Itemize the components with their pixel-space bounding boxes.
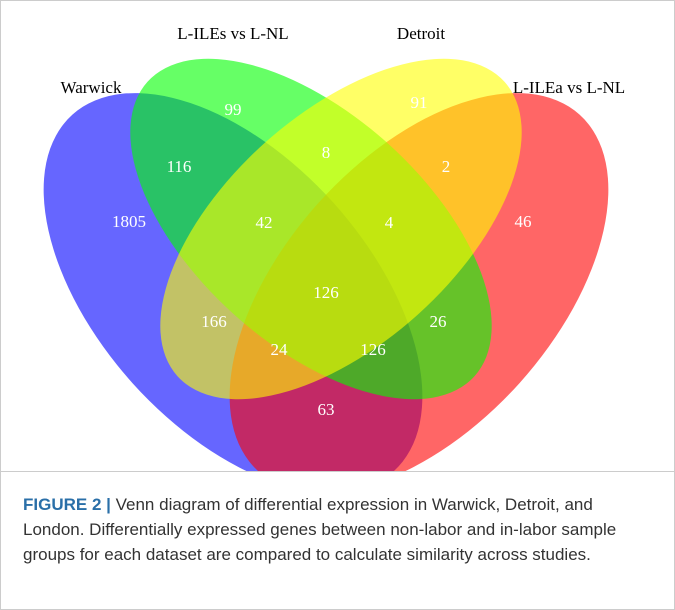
set-ellipse [160, 58, 522, 400]
region-count: 2 [442, 157, 451, 176]
region-count: 126 [313, 283, 339, 302]
region-count: 1805 [112, 212, 146, 231]
region-count: 91 [411, 93, 428, 112]
caption-lead: FIGURE 2 | [23, 495, 111, 514]
caption-text: Venn diagram of differential expression … [23, 495, 617, 564]
region-count: 24 [271, 340, 289, 359]
region-count: 8 [322, 143, 331, 162]
region-count: 166 [201, 312, 227, 331]
region-count: 46 [515, 212, 532, 231]
region-count: 42 [256, 213, 273, 232]
set-label: Warwick [61, 78, 122, 97]
region-count: 126 [360, 340, 386, 359]
set-label: L-ILEa vs L-NL [513, 78, 625, 97]
region-count: 4 [385, 213, 394, 232]
region-count: 99 [225, 100, 242, 119]
set-label: L-ILEs vs L-NL [177, 24, 288, 43]
venn: Warwick L-ILEs vs L-NL Detroit L-ILEa vs… [43, 24, 625, 493]
region-count: 116 [167, 157, 192, 176]
set-shapes [43, 58, 609, 493]
set-label: Detroit [397, 24, 445, 43]
region-count: 63 [318, 400, 335, 419]
region-count: 26 [430, 312, 447, 331]
caption: FIGURE 2 | Venn diagram of differential … [1, 471, 675, 587]
